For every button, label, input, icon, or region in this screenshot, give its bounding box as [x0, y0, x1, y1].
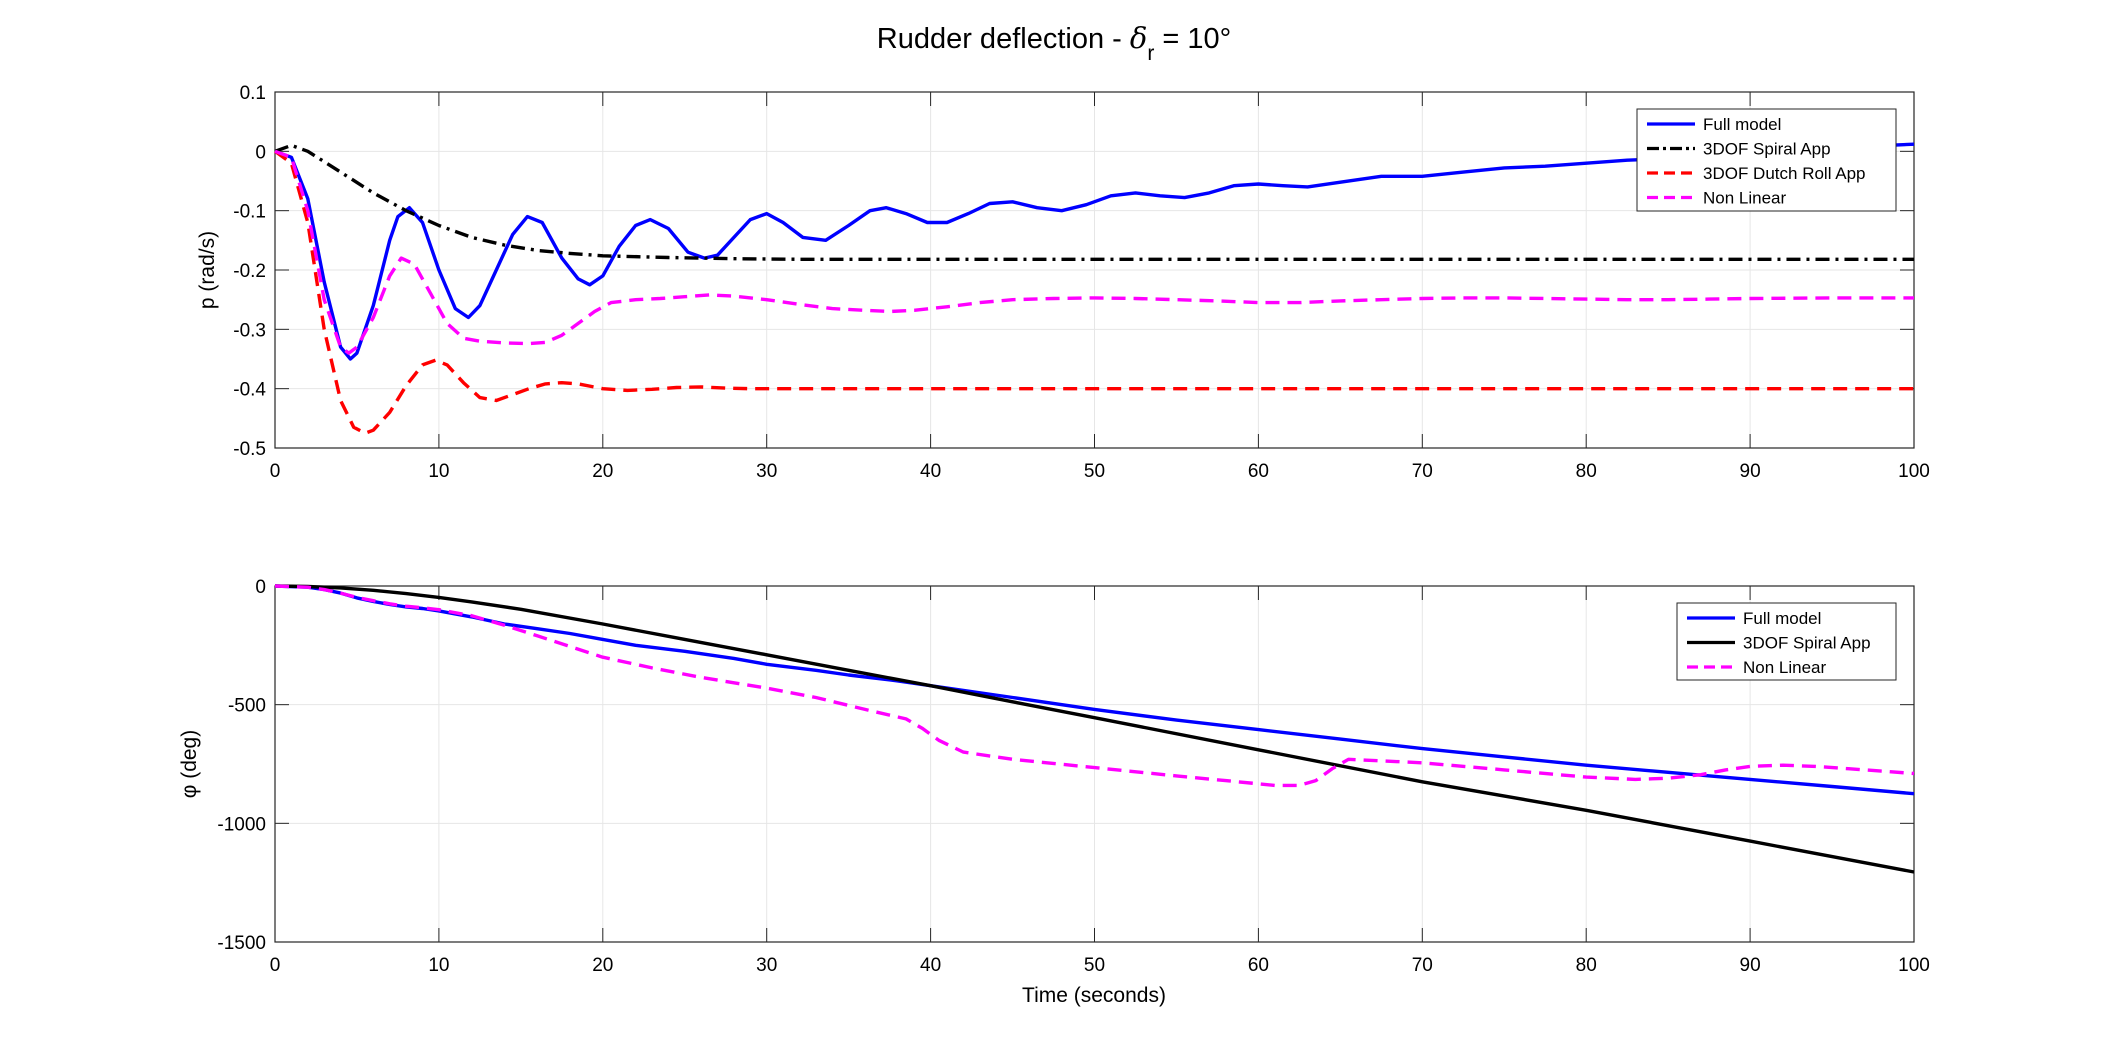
x-tick-label: 60: [1248, 461, 1269, 482]
x-tick-label: 70: [1412, 461, 1433, 482]
y-tick-label: -0.3: [233, 320, 266, 341]
series-lines: [274, 142, 1915, 435]
x-tick-label: 0: [270, 955, 281, 976]
legend-label: 3DOF Spiral App: [1703, 140, 1831, 159]
x-tick-label: 40: [920, 955, 941, 976]
x-tick-label: 70: [1412, 955, 1433, 976]
x-tick-label: 30: [756, 955, 777, 976]
axis-ticks: 0 10 20 30 40 50 60 70 80 90 100 0.1 0 -0.1 -0.2 -0.3 -0…: [233, 83, 1930, 482]
x-tick-label: 90: [1740, 955, 1761, 976]
x-tick-label: 10: [428, 461, 449, 482]
series-line-3dof-dutch-roll-app: [274, 149, 1914, 435]
legend-box: [1636, 108, 1897, 212]
x-tick-label: 10: [428, 955, 449, 976]
x-tick-label: 100: [1898, 955, 1930, 976]
x-tick-label: 30: [756, 461, 777, 482]
legend-label: 3DOF Spiral App: [1743, 634, 1871, 653]
series-line-full-model: [274, 142, 1915, 361]
figure-title: Rudder deflection - δr = 10°: [877, 21, 1231, 65]
legend: Full model 3DOF Spiral App Non Linear: [1676, 602, 1897, 681]
x-tick-label: 50: [1084, 461, 1105, 482]
y-tick-label: -0.2: [233, 261, 266, 282]
legend-label: Non Linear: [1703, 189, 1787, 208]
y-tick-label: -0.4: [233, 380, 266, 401]
x-tick-label: 40: [920, 461, 941, 482]
axis-ticks: 0 10 20 30 40 50 60 70 80 90 100 0 -500 -1000 -1500: [217, 577, 1929, 976]
x-axis-label: Time (seconds): [1022, 984, 1166, 1007]
x-tick-label: 80: [1576, 955, 1597, 976]
y-tick-label: -1500: [217, 933, 266, 954]
grid-lines: [274, 585, 1915, 943]
title-subscript: r: [1147, 42, 1154, 65]
series-line-non-linear: [274, 149, 1914, 355]
legend-label: Full model: [1743, 609, 1821, 628]
y-tick-label: 0: [255, 142, 266, 163]
y-axis-label: p (rad/s): [196, 231, 219, 309]
x-tick-label: 0: [270, 461, 281, 482]
legend-label: 3DOF Dutch Roll App: [1703, 164, 1866, 183]
series-lines: [274, 584, 1915, 874]
legend: Full model 3DOF Spiral App 3DOF Dutch Roll…: [1636, 108, 1897, 212]
series-line-non-linear: [274, 584, 1915, 788]
y-tick-label: 0.1: [240, 83, 266, 104]
subplot-roll-rate: 0 10 20 30 40 50 60 70 80 90 100 0.1 0 -0.1 -0.2 -0.3 -0…: [196, 83, 1930, 482]
x-tick-label: 90: [1740, 461, 1761, 482]
title-main: Rudder deflection -: [877, 23, 1130, 55]
x-tick-label: 20: [592, 955, 613, 976]
x-tick-label: 60: [1248, 955, 1269, 976]
legend-label: Full model: [1703, 115, 1781, 134]
y-tick-label: -0.5: [233, 439, 266, 460]
x-tick-label: 20: [592, 461, 613, 482]
legend-label: Non Linear: [1743, 658, 1827, 677]
x-tick-label: 50: [1084, 955, 1105, 976]
series-line-3dof-spiral-app: [274, 584, 1915, 874]
x-tick-label: 100: [1898, 461, 1930, 482]
y-tick-label: -0.1: [233, 202, 266, 223]
y-tick-label: -1000: [217, 814, 266, 835]
title-delta: δ: [1130, 21, 1147, 55]
subplot-roll-angle: 0 10 20 30 40 50 60 70 80 90 100 0 -500 -1000 -1500 φ …: [178, 577, 1930, 976]
series-line-3dof-spiral-app: [274, 143, 1914, 261]
y-tick-label: -500: [228, 696, 266, 717]
x-tick-label: 80: [1576, 461, 1597, 482]
title-rest: = 10°: [1154, 23, 1231, 55]
y-tick-label: 0: [255, 577, 266, 598]
y-axis-label: φ (deg): [178, 730, 201, 798]
